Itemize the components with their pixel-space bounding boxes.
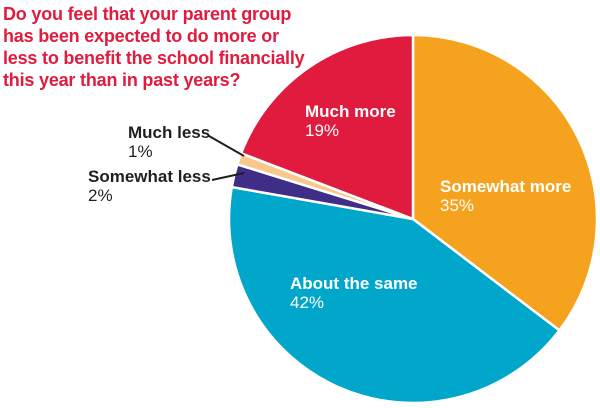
label-much-more-value: 19% bbox=[305, 121, 340, 140]
label-about-the-same-text: About the same bbox=[290, 274, 418, 293]
pie-slice-about-the-same bbox=[227, 185, 562, 405]
label-much-less-value: 1% bbox=[128, 142, 153, 161]
label-much-less: Much less 1% bbox=[128, 123, 210, 161]
chart-title-line: less to benefit the school financially bbox=[3, 48, 305, 68]
chart-title-line: Do you feel that your parent group bbox=[3, 4, 292, 24]
label-somewhat-more-text: Somewhat more bbox=[440, 177, 572, 196]
label-somewhat-more: Somewhat more 35% bbox=[440, 177, 571, 215]
pie-slices bbox=[227, 33, 599, 405]
label-somewhat-less-text: Somewhat less bbox=[88, 167, 211, 186]
label-somewhat-less-value: 2% bbox=[88, 186, 113, 205]
label-much-more: Much more 19% bbox=[305, 102, 396, 140]
label-about-the-same: About the same 42% bbox=[290, 274, 418, 312]
label-somewhat-less: Somewhat less 2% bbox=[88, 167, 211, 205]
much-less-leader-line bbox=[208, 135, 245, 157]
chart-title-line: has been expected to do more or bbox=[3, 26, 279, 46]
chart-title: Do you feel that your parent group has b… bbox=[3, 3, 305, 91]
label-about-the-same-value: 42% bbox=[290, 293, 325, 312]
pie-slice-somewhat-more bbox=[411, 33, 599, 333]
pie-slice-much-more bbox=[239, 33, 415, 221]
label-much-more-text: Much more bbox=[305, 102, 396, 121]
chart-title-line: this year than in past years? bbox=[3, 70, 241, 90]
label-somewhat-more-value: 35% bbox=[440, 196, 475, 215]
label-much-less-text: Much less bbox=[128, 123, 211, 142]
somewhat-less-leader-line bbox=[211, 172, 245, 181]
